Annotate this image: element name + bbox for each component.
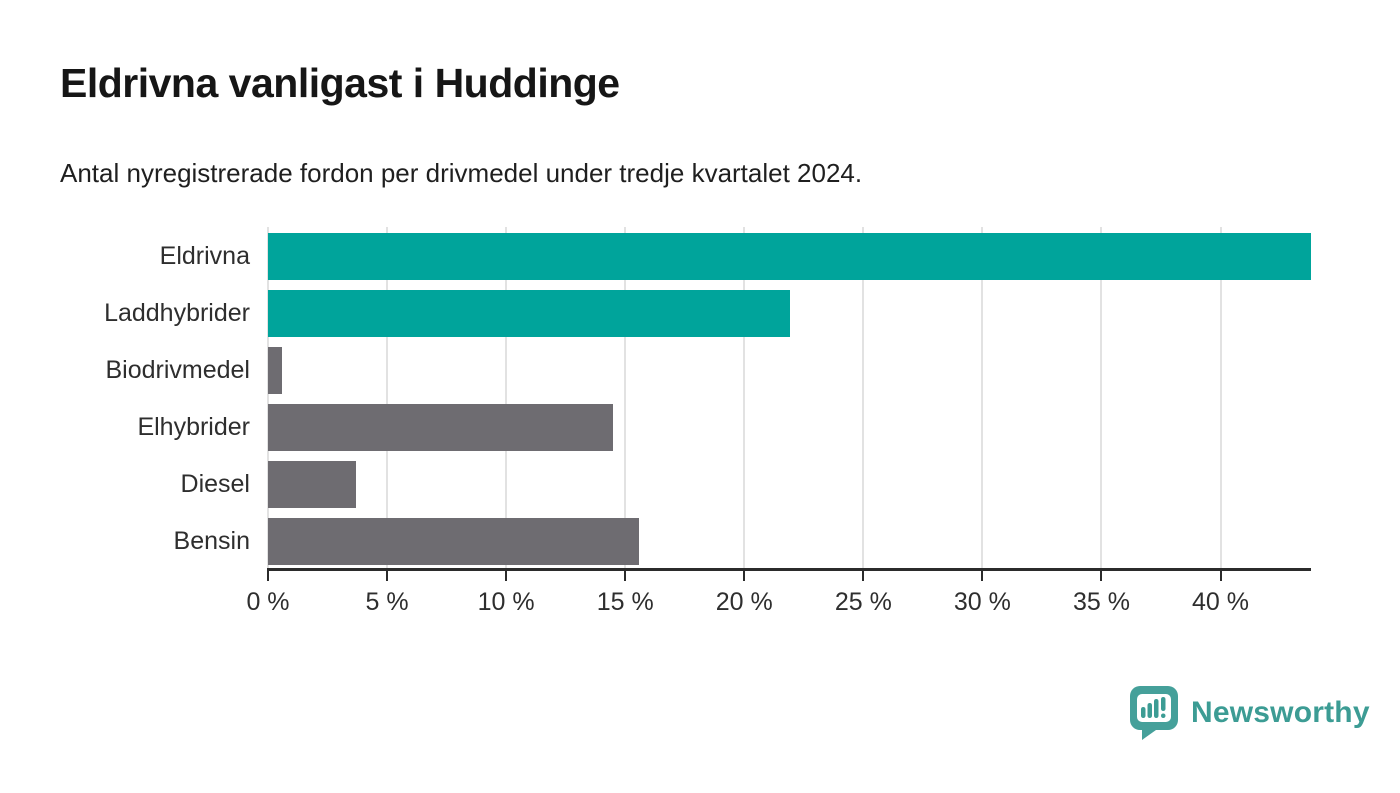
category-label: Elhybrider (137, 413, 250, 441)
gridline (624, 227, 627, 568)
x-axis-tick-mark (386, 568, 389, 581)
x-axis-line (268, 568, 1311, 571)
x-axis-tick-label: 0 % (246, 588, 290, 616)
category-label: Biodrivmedel (105, 356, 250, 384)
x-axis-tick-mark (505, 568, 508, 581)
gridline (1219, 227, 1222, 568)
gridline (386, 227, 389, 568)
gridline (267, 227, 269, 568)
bar (268, 518, 640, 565)
category-label: Bensin (173, 527, 250, 555)
brand-name: Newsworthy (1191, 696, 1370, 729)
x-axis-tick-label: 40 % (1192, 588, 1249, 616)
x-axis-tick-mark (862, 568, 865, 581)
x-axis-tick-mark (1100, 568, 1103, 581)
x-axis-tick-mark (624, 568, 627, 581)
bar (268, 290, 790, 337)
plot-area: Eldrivna Laddhybrider Biodrivmedel Elhybrid… (104, 227, 1311, 616)
x-axis-tick-label: 25 % (834, 588, 892, 616)
x-axis-tick-mark (1219, 568, 1222, 581)
bar (268, 461, 357, 508)
x-axis-tick-mark (981, 568, 984, 581)
x-axis-tick-label: 35 % (1072, 588, 1130, 616)
bar (268, 404, 614, 451)
category-label: Laddhybrider (104, 299, 250, 327)
brand-footer: Newsworthy (1130, 686, 1370, 740)
category-label: Eldrivna (159, 242, 250, 270)
chart-subtitle: Antal nyregistrerade fordon per drivmede… (60, 158, 863, 188)
x-axis-tick-label: 20 % (715, 588, 773, 616)
x-axis-tick-label: 10 % (477, 588, 535, 616)
x-axis-tick-mark (267, 568, 269, 581)
x-axis-tick-mark (743, 568, 746, 581)
chart-title: Eldrivna vanligast i Huddinge (60, 60, 620, 106)
x-axis-tick-label: 15 % (596, 588, 654, 616)
gridline (1100, 227, 1103, 568)
gridline (743, 227, 746, 568)
bar (268, 347, 283, 394)
newsworthy-logo-icon (1130, 686, 1178, 740)
gridline (505, 227, 508, 568)
gridline (862, 227, 865, 568)
x-axis-tick-label: 30 % (953, 588, 1011, 616)
gridline (981, 227, 984, 568)
category-label: Diesel (180, 470, 250, 498)
bar (268, 233, 1311, 280)
x-axis-tick-label: 5 % (365, 588, 409, 616)
